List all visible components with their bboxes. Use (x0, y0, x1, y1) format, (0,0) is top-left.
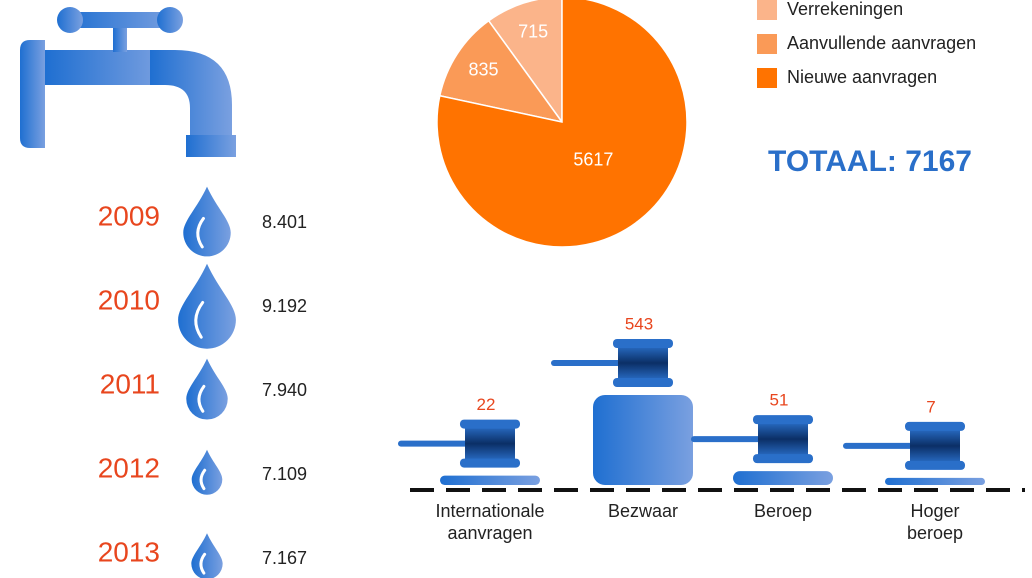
legend-swatch (757, 0, 777, 20)
gavel-cap (613, 378, 673, 387)
category-label: Beroep (753, 501, 813, 521)
gavel-base (593, 395, 693, 485)
drop-shine (194, 301, 205, 339)
value-label: 7.167 (262, 548, 307, 568)
slice-label: 835 (468, 60, 498, 80)
year-label: 2010 (98, 284, 160, 315)
category-label: Hoger beroep (906, 501, 964, 543)
legend-label: Aanvullende aanvragen (787, 33, 976, 53)
slice-label: 715 (518, 22, 548, 42)
year-label: 2013 (98, 536, 160, 567)
category-label: Bezwaar (607, 501, 679, 521)
pie-slice (436, 0, 688, 248)
drop (186, 358, 228, 420)
gavel-cap (613, 339, 673, 348)
gavel-head (618, 345, 668, 381)
gavel-head (910, 427, 960, 464)
category-label: Internationale aanvragen (435, 501, 545, 543)
gavel-cap (460, 458, 520, 468)
drop-shine (196, 216, 205, 249)
value-label: 8.401 (262, 212, 307, 232)
value-label: 7.940 (262, 380, 307, 400)
value-label: 9.192 (262, 296, 307, 316)
value-label: 543 (625, 314, 653, 333)
drop (191, 533, 223, 578)
gavel-cap (460, 419, 520, 429)
slice-label: 5617 (573, 150, 613, 170)
legend-label: Nieuwe aanvragen (787, 67, 937, 87)
gavel-handle (843, 442, 913, 449)
gavel-cap (905, 421, 965, 431)
total-annotation: TOTAAL: 7167 (768, 145, 972, 178)
gavel-cap (905, 460, 965, 470)
value-label: 7 (926, 397, 935, 416)
year-label: 2011 (100, 368, 160, 399)
gavel-base (733, 471, 833, 485)
legend-swatch (757, 68, 777, 88)
value-label: 51 (770, 391, 789, 410)
year-label: 2009 (98, 200, 160, 231)
gavel-head (465, 425, 515, 462)
legend-swatch (757, 34, 777, 54)
legend-label: Verrekeningen (787, 0, 903, 19)
gavel-base (440, 475, 540, 485)
drop-shine (199, 468, 207, 491)
value-label: 22 (477, 395, 496, 414)
gavel-handle (398, 440, 468, 447)
pie-slice (438, 19, 564, 124)
gavel-handle (551, 360, 621, 366)
gavel-base (885, 477, 985, 485)
drop (178, 263, 236, 349)
drop-shine (199, 552, 207, 575)
value-label: 7.109 (262, 464, 307, 484)
drop (183, 186, 231, 257)
pie-slice (487, 0, 563, 125)
drop (191, 449, 223, 495)
year-label: 2012 (98, 452, 160, 483)
gavel-cap (753, 415, 813, 425)
faucet (20, 7, 236, 157)
gavel-handle (691, 436, 761, 443)
drop-shine (197, 384, 206, 413)
gavel-head (758, 421, 808, 458)
gavel-cap (753, 454, 813, 464)
